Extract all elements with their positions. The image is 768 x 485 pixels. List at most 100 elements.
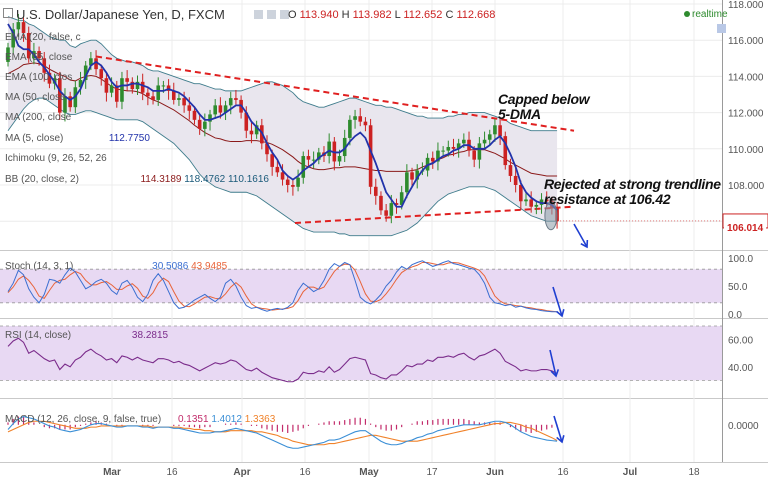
candle-body [265,143,269,155]
price-down-arrow-head [580,239,589,249]
candle-body [368,125,373,187]
macd-line [7,415,558,449]
candle-body [83,65,88,81]
x-tick-label: 17 [426,467,438,478]
realtime-indicator: realtime [684,9,728,20]
candle-body [508,165,513,176]
candle-body [203,121,207,129]
ohlc-l-label: L [394,9,404,21]
candle-body [234,98,238,100]
candle-body [177,98,181,100]
candle-body [337,156,342,162]
ohlc-c-label: C [445,9,457,21]
candle-body [11,29,15,48]
candle-body [493,125,497,135]
candle-body [301,156,306,178]
macd-signal-line [7,420,558,446]
eye-icon [267,10,276,19]
candle-body [441,150,445,152]
bb-basis-value: 114.3189 [140,174,182,185]
candle-body [218,105,223,113]
candle-body [436,150,440,162]
candle-body [524,199,528,202]
candle-body [456,143,461,149]
legend-ema100[interactable]: EMA (100, clos [5,72,73,83]
upper-trendline [95,55,575,132]
candle-body [104,78,109,93]
candle-body [358,116,363,122]
legend-ma5[interactable]: MA (5, close) 112.7750 [5,133,150,144]
y-tick-label: 112.000 [728,109,764,120]
legend-ichimoku[interactable]: Ichimoku (9, 26, 52, 26 [5,153,107,164]
candle-body [373,186,378,196]
candle-body [182,98,186,106]
ohlc-h-value: 113.982 [352,9,395,21]
x-tick-label: Mar [103,467,121,478]
rsi-tick-label: 40.00 [728,363,753,374]
candle-body [151,96,155,100]
stoch-d-line [7,261,558,313]
candle-body [26,32,31,59]
lower-trendline [294,205,575,225]
candle-body [296,177,300,187]
candle-body [146,92,150,97]
candle-body [519,185,523,202]
x-tick-label: Jun [486,467,504,478]
legend-macd[interactable]: MACD (12, 26, close, 9, false, true) 0.1… [5,414,276,425]
candle-body [125,78,129,82]
candle-body [529,199,533,207]
legend-bb[interactable]: BB (20, close, 2) 114.3189 118.4762 110.… [5,174,269,185]
legend-rsi[interactable]: RSI (14, close) 38.2815 [5,330,169,341]
candle-body [6,47,10,62]
collapse-icon[interactable] [3,8,13,18]
candle-body [306,156,311,160]
header-title: U.S. Dollar/Japanese Yen, D, FXCM [3,7,225,22]
legend-ema20[interactable]: EMA (20, false, c [5,32,81,43]
x-tick-label: Jul [623,467,638,478]
candle-body [477,143,482,160]
x-tick-label: 18 [688,467,700,478]
macd-value: 1.4012 [211,414,242,425]
rsi-tick-label: 60.00 [728,336,753,347]
candle-body [109,85,114,93]
legend-ma50[interactable]: MA (50, close [5,92,66,103]
candle-body [384,210,388,216]
candle-body [99,69,104,79]
oscillator-panels-layer [0,260,722,449]
trendline-layer [95,55,575,225]
candle-body [37,51,41,59]
rsi-value: 38.2815 [131,330,169,341]
legend-ema55[interactable]: EMA (55, close [5,52,73,63]
candle-body [379,195,383,211]
candle-body [498,125,502,137]
settings-icon [254,10,263,19]
candle-body [249,130,254,135]
legend-stoch[interactable]: Stoch (14, 3, 1) 30.5086 43.9485 [5,261,228,272]
last-price-tag: 106.014 [724,222,767,235]
candle-body [94,58,98,70]
candle-body [446,146,451,151]
candle-body [213,105,217,115]
x-tick-label: 16 [166,467,178,478]
candle-body [21,22,26,33]
candle-body [140,81,145,93]
candle-body [503,136,508,166]
add-indicator-button[interactable] [717,24,726,36]
ohlc-o-label: O [288,9,300,21]
arrow-annotations-layer [549,223,589,444]
candle-body [317,152,321,160]
ma5-value: 112.7750 [108,133,150,144]
y-tick-label: 108.000 [728,181,765,192]
header-toolbar-icons[interactable] [254,10,289,22]
y-tick-label: 110.000 [728,145,764,156]
candle-body [415,170,420,180]
candle-body [472,150,476,160]
legend-ma200[interactable]: MA (200, close [5,112,72,123]
y-tick-label: 116.000 [728,36,764,47]
x-tick-label: Apr [233,467,250,478]
candle-body [389,203,394,216]
candle-body [348,119,352,138]
candle-body [244,112,249,131]
macd-down-arrow [553,415,563,443]
axes-layer: Mar16Apr16May17Jun16Jul18106.000108.0001… [103,0,768,478]
